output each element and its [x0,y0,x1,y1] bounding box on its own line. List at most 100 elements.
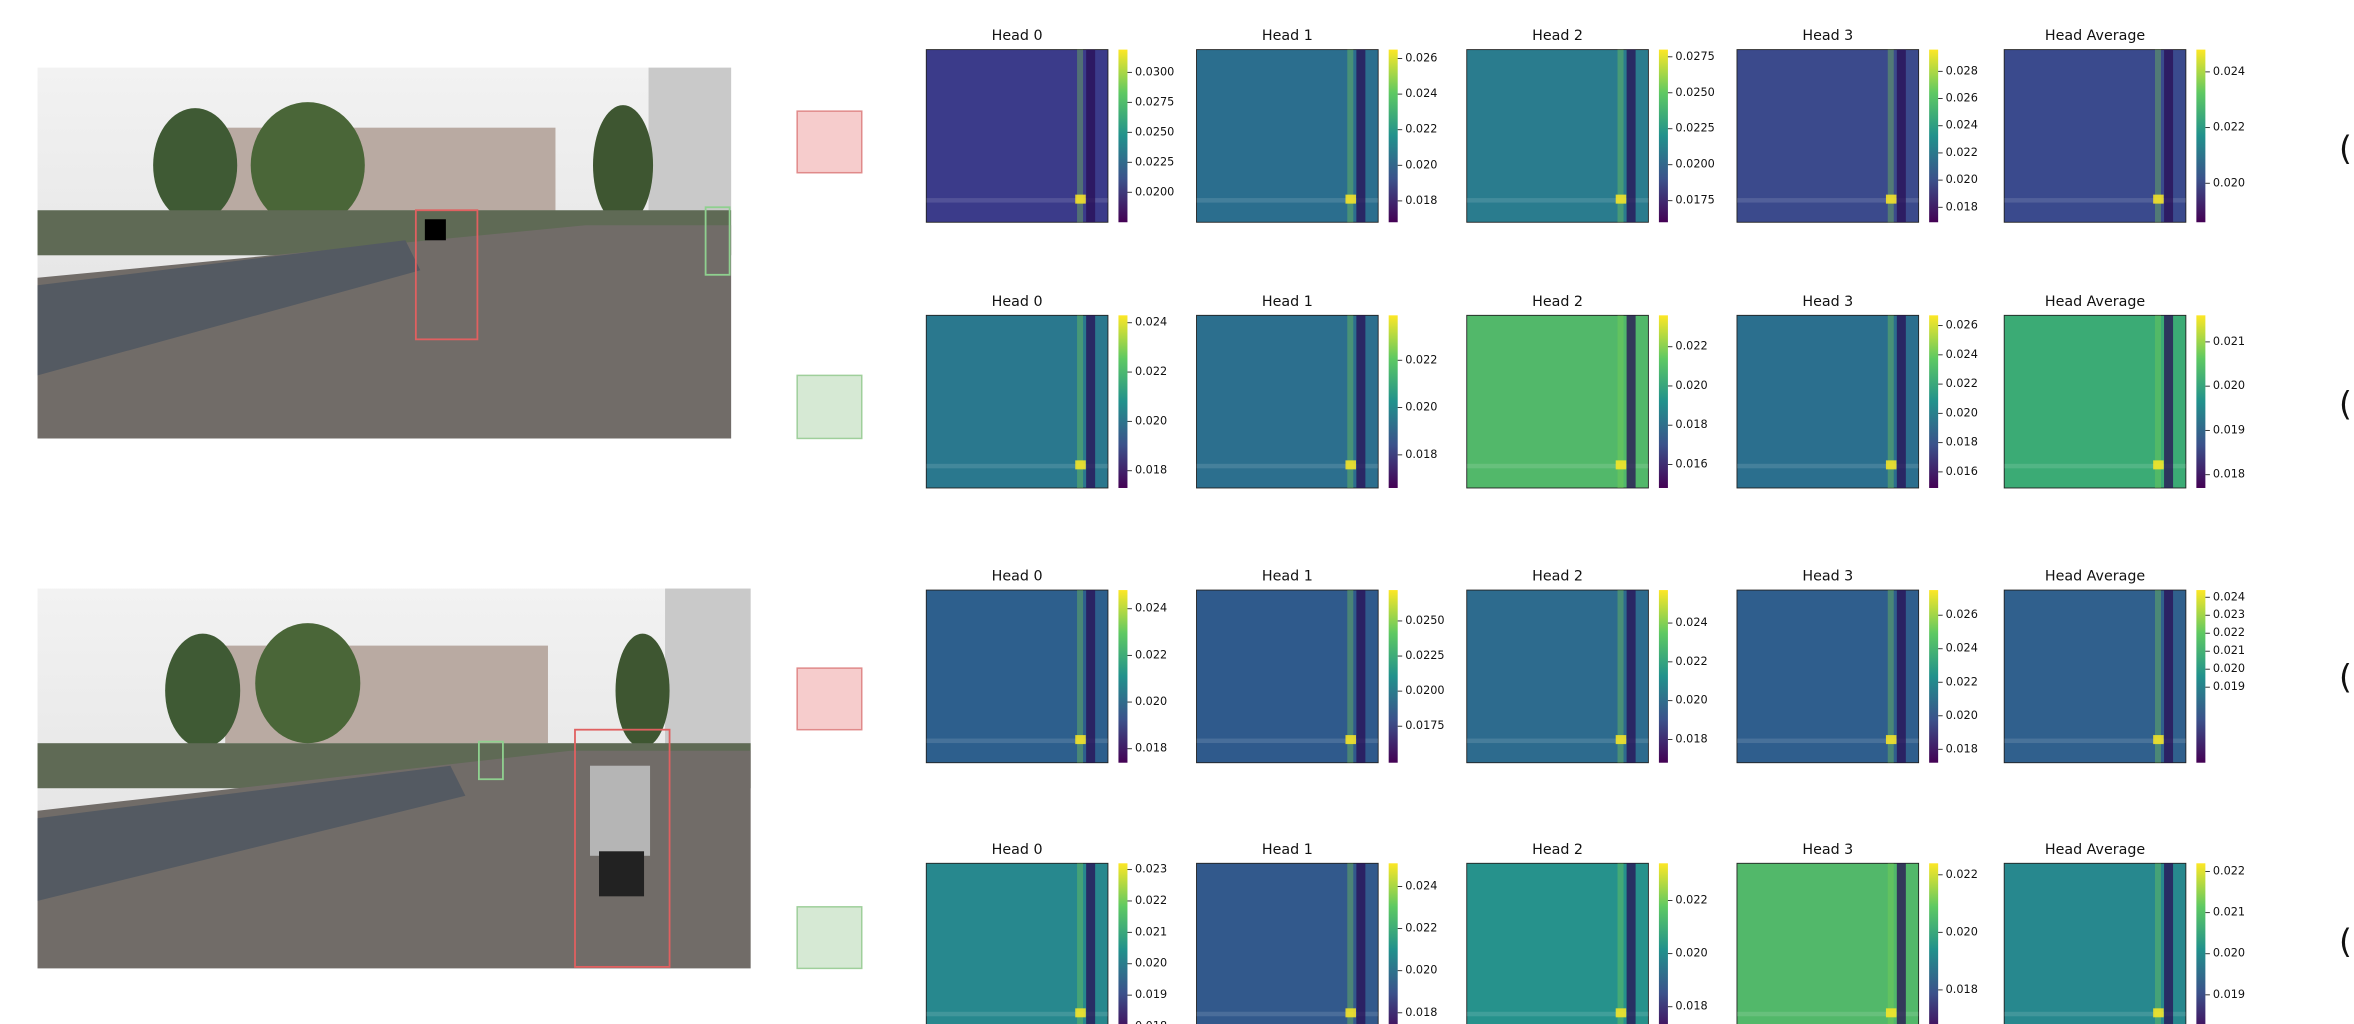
panel-title: Head 3 [1802,842,1853,858]
class-square [797,668,862,730]
heatmap-stripe [1627,590,1636,763]
colorbar-tick-label: 0.022 [1946,146,1978,159]
colorbar-tick-label: 0.022 [2213,626,2245,639]
panel-title: Head 1 [1262,294,1313,310]
heatmap-spot [1616,460,1627,469]
colorbar-tick-label: 0.022 [1675,340,1707,353]
heatmap-spot [1075,1008,1086,1017]
colorbar-tick-label: 0.024 [1135,316,1167,329]
colorbar-tick-label: 0.0225 [1675,122,1714,135]
heatmap-spot [1886,460,1897,469]
panel-title: Head 2 [1532,842,1583,858]
colorbar-tick-label: 0.026 [1946,92,1978,105]
colorbar-tick-label: 0.019 [1135,988,1167,1001]
heatmap-stripe [1086,315,1095,488]
heatmap-panel: Head 30.0280.0260.0240.0220.0200.018 [1737,28,1978,222]
colorbar-tick-label: 0.020 [2213,662,2245,675]
colorbar [1929,50,1938,223]
heatmap-stripe [2164,590,2173,763]
heatmap-panel: Head 30.0260.0240.0220.0200.0180.016 [1737,294,1978,488]
colorbar-tick-label: 0.016 [1675,457,1707,470]
page: {"rows": [ {"panels": [ {"title": "Head … [0,0,2354,1024]
colorbar-tick-label: 0.022 [1405,123,1437,136]
heatmap-panel: Head 10.0240.0220.0200.018 [1197,842,1438,1024]
class-square [797,111,862,173]
colorbar [1389,50,1398,223]
colorbar-tick-label: 0.019 [2213,988,2245,1001]
panel-title: Head Average [2045,28,2146,44]
heatmap-stripe [2164,863,2173,1024]
class-square [797,907,862,969]
heatmap-panel: Head 00.0240.0220.0200.018 [926,569,1167,763]
colorbar [1389,590,1398,763]
colorbar-tick-label: 0.020 [2213,176,2245,189]
colorbar-tick-label: 0.0175 [1405,719,1444,732]
side-label: ( [2339,384,2352,423]
colorbar-tick-label: 0.024 [1135,602,1167,615]
colorbar-tick-label: 0.018 [1946,200,1978,213]
side-label: ( [2339,129,2352,168]
colorbar [1659,863,1668,1024]
colorbar-tick-label: 0.028 [1946,64,1978,77]
side-label: ( [2339,657,2352,696]
colorbar-tick-label: 0.022 [1135,894,1167,907]
panel-title: Head 3 [1802,569,1853,585]
photo [38,589,751,969]
colorbar-tick-label: 0.026 [1946,608,1978,621]
colorbar-tick-label: 0.018 [2213,468,2245,481]
colorbar-tick-label: 0.022 [1405,922,1437,935]
class-square [797,375,862,438]
colorbar-tick-label: 0.021 [1135,925,1167,938]
colorbar-tick-label: 0.023 [1135,863,1167,876]
colorbar-tick-label: 0.020 [1135,695,1167,708]
panel-title: Head Average [2045,569,2146,585]
colorbar-tick-label: 0.022 [2213,121,2245,134]
heatmap-panel: Head 30.0220.0200.018 [1737,842,1978,1024]
heatmap-spot [1616,735,1627,744]
colorbar-tick-label: 0.020 [1405,964,1437,977]
colorbar-tick-label: 0.0250 [1405,614,1444,627]
heatmap-stripe [1627,50,1636,223]
colorbar-tick-label: 0.022 [1405,353,1437,366]
colorbar [1929,590,1938,763]
colorbar-tick-label: 0.020 [1946,406,1978,419]
colorbar-tick-label: 0.024 [1405,87,1437,100]
colorbar-tick-label: 0.022 [1946,377,1978,390]
panel-title: Head 1 [1262,569,1313,585]
heatmap-spot [1616,1008,1627,1017]
colorbar-tick-label: 0.018 [1135,464,1167,477]
panel-title: Head 0 [992,294,1043,310]
colorbar-tick-label: 0.018 [1405,194,1437,207]
colorbar-tick-label: 0.020 [1675,694,1707,707]
colorbar [1929,315,1938,488]
figure: Head 00.03000.02750.02500.02250.0200Head… [0,0,2354,1024]
heatmap-spot [1075,460,1086,469]
colorbar-tick-label: 0.022 [1946,868,1978,881]
colorbar-tick-label: 0.024 [1675,616,1707,629]
colorbar-tick-label: 0.024 [1405,879,1437,892]
colorbar-tick-label: 0.020 [1405,401,1437,414]
heatmap-spot [2153,460,2164,469]
colorbar-tick-label: 0.018 [1405,1006,1437,1019]
heatmap-spot [1345,735,1356,744]
heatmap-spot [1886,195,1897,204]
photo [38,68,732,439]
heatmap-stripe [1086,50,1095,223]
side-label: ( [2339,921,2352,960]
heatmap-panel: Head Average0.0220.0210.0200.019 [2004,842,2245,1024]
colorbar [1929,863,1938,1024]
colorbar [1659,50,1668,223]
heatmap-stripe [1897,315,1906,488]
colorbar-tick-label: 0.020 [1675,947,1707,960]
heatmap-spot [1616,195,1627,204]
heatmap-panel: Head 00.0240.0220.0200.018 [926,294,1167,488]
colorbar-tick-label: 0.018 [1135,742,1167,755]
colorbar-tick-label: 0.0200 [1405,684,1444,697]
colorbar [1659,315,1668,488]
heatmap-spot [2153,735,2164,744]
